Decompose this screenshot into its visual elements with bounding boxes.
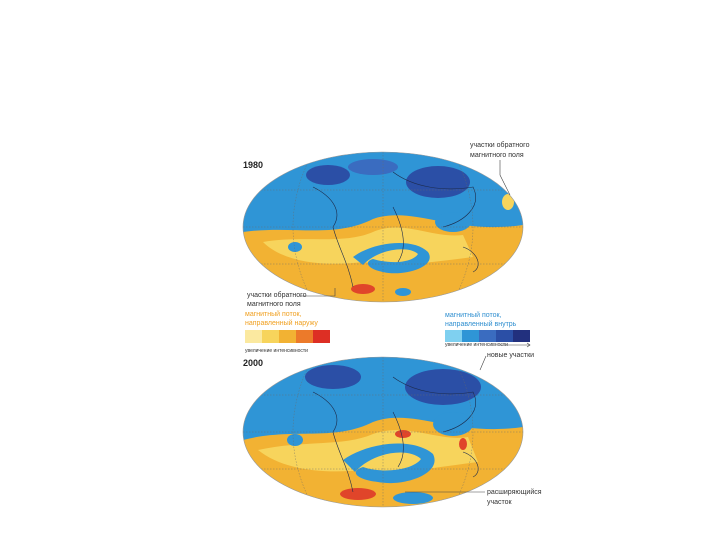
year-label: 2000: [243, 358, 263, 368]
arrow: [500, 342, 531, 348]
legend-label: магнитный поток,: [245, 310, 302, 318]
annotation: участки обратного: [470, 141, 530, 149]
annotation: расширяющийся: [487, 488, 542, 496]
map-2000: [243, 357, 523, 507]
leader-line: [300, 288, 336, 297]
annotation: участки обратного: [247, 291, 307, 299]
year-label: 1980: [243, 160, 263, 170]
annotation: новые участки: [487, 352, 534, 359]
annotation: магнитного поля: [470, 152, 524, 159]
leader-line: [479, 355, 487, 371]
color-scale: [245, 330, 330, 343]
annotation: магнитного поля: [247, 301, 301, 308]
legend-label: направленный наружу: [245, 319, 318, 327]
annotation: участок: [487, 499, 513, 506]
scale-label: увеличение интенсивности: [445, 342, 508, 348]
map-1980: [243, 152, 523, 302]
legend-label: магнитный поток,: [445, 311, 502, 319]
legend-label: направленный внутрь: [445, 320, 517, 328]
scale-label: увеличение интенсивности: [245, 348, 308, 354]
leader-line: [499, 160, 511, 196]
color-scale: [445, 330, 530, 342]
